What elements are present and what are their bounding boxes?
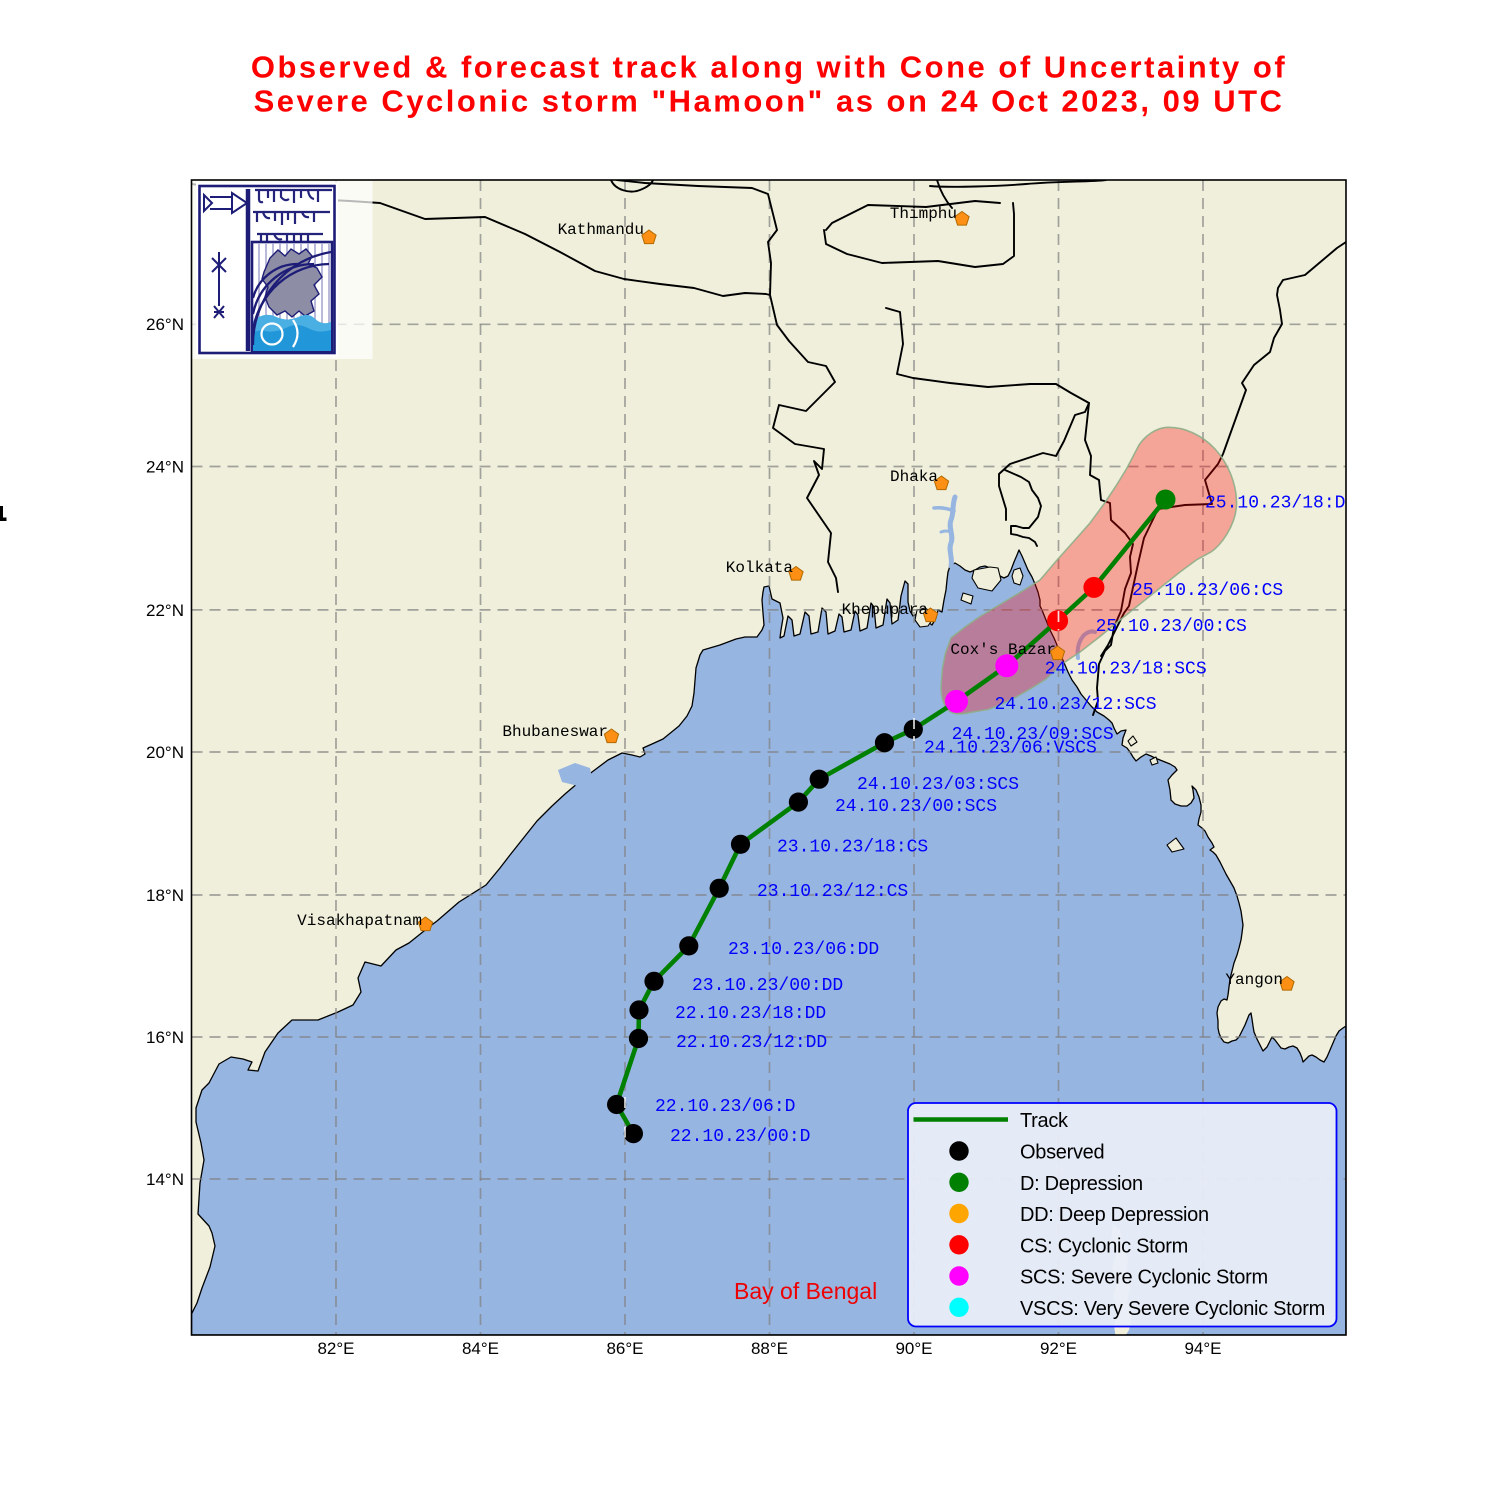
svg-text:Track: Track — [1020, 1110, 1069, 1132]
svg-text:24.10.23/06:VSCS: 24.10.23/06:VSCS — [924, 738, 1097, 758]
svg-text:25.10.23/18:D: 25.10.23/18:D — [1205, 494, 1345, 514]
svg-text:23.10.23/18:CS: 23.10.23/18:CS — [777, 838, 928, 858]
svg-text:88°E: 88°E — [751, 1339, 788, 1358]
svg-text:Bhubaneswar: Bhubaneswar — [502, 723, 608, 741]
svg-text:82°E: 82°E — [317, 1339, 354, 1358]
svg-text:90°E: 90°E — [895, 1339, 932, 1358]
svg-text:Severe Cyclonic storm "Hamoon": Severe Cyclonic storm "Hamoon" as on 24 … — [254, 84, 1285, 119]
svg-text:Bay of Bengal: Bay of Bengal — [734, 1278, 877, 1304]
svg-text:18°N: 18°N — [146, 886, 184, 905]
svg-text:CS: Cyclonic Storm: CS: Cyclonic Storm — [1020, 1235, 1188, 1257]
svg-text:25.10.23/00:CS: 25.10.23/00:CS — [1096, 617, 1247, 637]
svg-text:22.10.23/18:DD: 22.10.23/18:DD — [675, 1004, 826, 1024]
svg-text:Cox's Bazar: Cox's Bazar — [950, 641, 1056, 659]
svg-text:Visakhapatnam: Visakhapatnam — [297, 912, 422, 930]
svg-text:25.10.23/06:CS: 25.10.23/06:CS — [1132, 581, 1283, 601]
svg-text:Kolkata: Kolkata — [726, 559, 794, 577]
svg-text:Yangon: Yangon — [1225, 971, 1283, 989]
svg-text:24.10.23/09:SCS: 24.10.23/09:SCS — [952, 725, 1114, 745]
svg-text:Observed: Observed — [1020, 1142, 1104, 1164]
svg-text:22.10.23/00:D: 22.10.23/00:D — [670, 1127, 810, 1147]
svg-text:Dhaka: Dhaka — [890, 468, 938, 486]
svg-text:23.10.23/06:DD: 23.10.23/06:DD — [728, 940, 879, 960]
svg-text:86°E: 86°E — [606, 1339, 643, 1358]
svg-text:24.10.23/00:SCS: 24.10.23/00:SCS — [835, 797, 997, 817]
svg-text:VSCS: Very Severe Cyclonic Sto: VSCS: Very Severe Cyclonic Storm — [1020, 1298, 1325, 1320]
svg-text:24.10.23/12:SCS: 24.10.23/12:SCS — [995, 695, 1157, 715]
svg-text:Thimphu: Thimphu — [890, 205, 957, 223]
svg-text:23.10.23/00:DD: 23.10.23/00:DD — [692, 976, 843, 996]
svg-text:23.10.23/12:CS: 23.10.23/12:CS — [757, 882, 908, 902]
svg-text:24.10.23/03:SCS: 24.10.23/03:SCS — [857, 775, 1019, 795]
svg-text:SCS: Severe Cyclonic Storm: SCS: Severe Cyclonic Storm — [1020, 1267, 1268, 1289]
svg-text:26°N: 26°N — [146, 315, 184, 334]
svg-text:20°N: 20°N — [146, 743, 184, 762]
svg-text:DD: Deep Depression: DD: Deep Depression — [1020, 1204, 1209, 1226]
svg-text:22°N: 22°N — [146, 601, 184, 620]
svg-text:24°N: 24°N — [146, 458, 184, 477]
svg-text:84°E: 84°E — [462, 1339, 499, 1358]
svg-text:24.10.23/18:SCS: 24.10.23/18:SCS — [1045, 659, 1207, 679]
svg-text:14°N: 14°N — [146, 1170, 184, 1189]
svg-text:Observed & forecast track alon: Observed & forecast track along with Con… — [251, 50, 1287, 85]
svg-text:Khepupara: Khepupara — [842, 601, 929, 619]
svg-text:D: Depression: D: Depression — [1020, 1173, 1143, 1195]
svg-text:16°N: 16°N — [146, 1028, 184, 1047]
svg-text:92°E: 92°E — [1040, 1339, 1077, 1358]
svg-text:94°E: 94°E — [1184, 1339, 1221, 1358]
svg-text:Kathmandu: Kathmandu — [558, 221, 644, 239]
svg-text:22.10.23/12:DD: 22.10.23/12:DD — [676, 1033, 827, 1053]
svg-text:22.10.23/06:D: 22.10.23/06:D — [655, 1097, 795, 1117]
